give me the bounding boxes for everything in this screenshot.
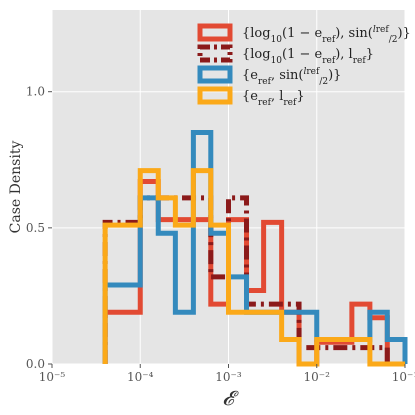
legend-swatch-2 bbox=[197, 44, 233, 63]
x-tick-label: 10⁻¹ bbox=[392, 370, 415, 384]
series-4-bin bbox=[352, 339, 370, 364]
series-4-bin bbox=[105, 225, 122, 364]
series-4 bbox=[102, 168, 405, 367]
series-4-bin bbox=[247, 312, 264, 364]
x-tick-label: 10⁻² bbox=[304, 370, 331, 384]
legend-label-1: {log10(1 − eref), sin(lref/2)} bbox=[242, 25, 411, 45]
series-3-bin bbox=[370, 312, 387, 364]
series-3-outline bbox=[102, 130, 408, 364]
series-3 bbox=[102, 130, 408, 364]
series-4-bin bbox=[317, 339, 335, 364]
legend-label-3: {eref, sin(lref/2)} bbox=[242, 67, 341, 87]
x-tick-label: 10⁻⁴ bbox=[127, 370, 154, 384]
series-4-bin bbox=[140, 171, 158, 364]
legend-label-2: {log10(1 − eref), lref} bbox=[242, 47, 374, 66]
series-4-bin bbox=[335, 339, 352, 364]
series-4-bin bbox=[282, 339, 299, 364]
series-4-bin bbox=[229, 312, 247, 364]
legend-swatch-1 bbox=[197, 23, 233, 42]
y-axis-label: Case Density bbox=[8, 141, 24, 234]
x-axis-label: 𝓔 bbox=[222, 386, 239, 410]
series-3-bin bbox=[387, 339, 405, 364]
series-4-bin bbox=[193, 171, 210, 364]
legend-swatch-3 bbox=[197, 65, 233, 84]
legend: {log10(1 − eref), sin(lref/2)} {log10(1 −… bbox=[197, 23, 411, 108]
legend-swatch-4 bbox=[197, 86, 233, 105]
series-4-bin bbox=[158, 198, 175, 364]
series-3-bin bbox=[299, 312, 317, 364]
series-4-outline bbox=[102, 168, 405, 367]
series-4-bin bbox=[123, 225, 141, 364]
y-tick-label: 0.0 bbox=[26, 357, 45, 371]
legend-label-4: {eref, lref} bbox=[242, 89, 305, 108]
x-tick-label: 10⁻⁵ bbox=[39, 370, 66, 384]
y-axis: 0.0 0.5 1.0 bbox=[26, 85, 52, 371]
y-tick-label: 0.5 bbox=[26, 221, 45, 235]
series-layer bbox=[102, 130, 408, 367]
x-axis: 10⁻⁵ 10⁻⁴ 10⁻³ 10⁻² 10⁻¹ bbox=[39, 364, 415, 384]
series-4-bin bbox=[264, 312, 282, 364]
series-4-bin bbox=[211, 225, 229, 364]
x-tick-label: 10⁻³ bbox=[215, 370, 242, 384]
series-4-bin bbox=[175, 225, 193, 364]
y-tick-label: 1.0 bbox=[26, 85, 45, 99]
